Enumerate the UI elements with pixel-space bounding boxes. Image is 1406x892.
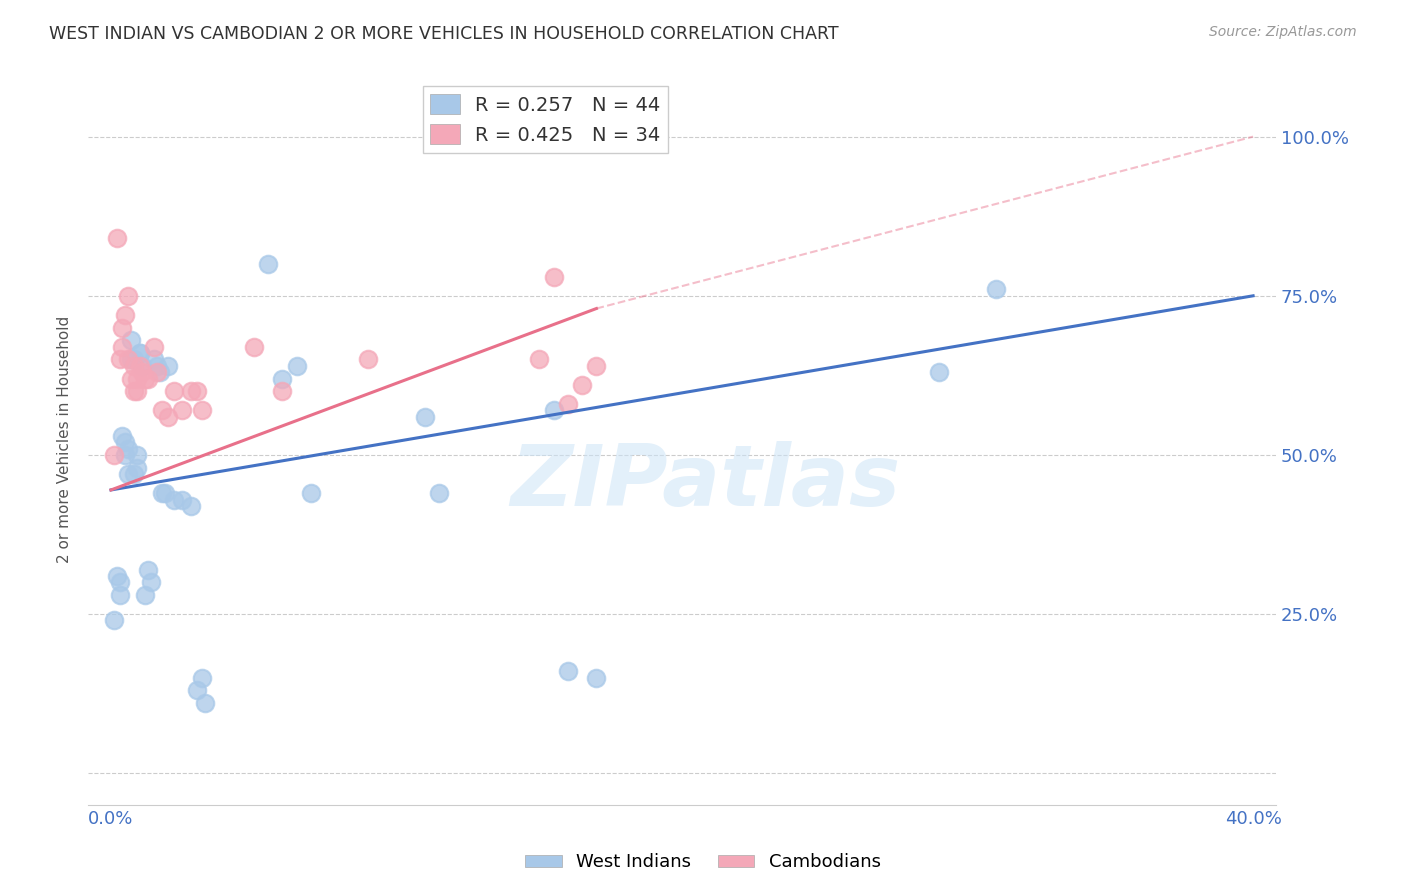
Point <box>117 467 139 481</box>
Point <box>157 409 180 424</box>
Point <box>105 569 128 583</box>
Point <box>163 492 186 507</box>
Legend: R = 0.257   N = 44, R = 0.425   N = 34: R = 0.257 N = 44, R = 0.425 N = 34 <box>423 87 668 153</box>
Point <box>125 384 148 399</box>
Point <box>122 359 145 373</box>
Point <box>108 352 131 367</box>
Point <box>125 371 148 385</box>
Point <box>145 365 167 379</box>
Point <box>136 371 159 385</box>
Point <box>136 562 159 576</box>
Point <box>299 486 322 500</box>
Point <box>984 282 1007 296</box>
Text: WEST INDIAN VS CAMBODIAN 2 OR MORE VEHICLES IN HOUSEHOLD CORRELATION CHART: WEST INDIAN VS CAMBODIAN 2 OR MORE VEHIC… <box>49 25 839 43</box>
Point <box>131 359 153 373</box>
Y-axis label: 2 or more Vehicles in Household: 2 or more Vehicles in Household <box>58 316 72 563</box>
Point <box>271 384 294 399</box>
Point <box>543 403 565 417</box>
Point <box>285 359 308 373</box>
Point <box>122 352 145 367</box>
Point <box>125 460 148 475</box>
Point <box>134 588 156 602</box>
Point <box>128 346 150 360</box>
Point <box>150 486 173 500</box>
Point <box>111 320 134 334</box>
Point <box>163 384 186 399</box>
Point <box>122 467 145 481</box>
Point <box>180 384 202 399</box>
Point <box>128 359 150 373</box>
Point <box>120 371 142 385</box>
Point <box>114 448 136 462</box>
Point <box>543 269 565 284</box>
Point <box>557 397 579 411</box>
Point <box>271 371 294 385</box>
Point <box>191 671 214 685</box>
Point <box>585 359 607 373</box>
Point <box>108 588 131 602</box>
Point <box>117 289 139 303</box>
Point <box>928 365 950 379</box>
Point <box>142 352 165 367</box>
Point <box>103 448 125 462</box>
Point <box>257 257 280 271</box>
Point <box>172 492 194 507</box>
Point <box>148 365 170 379</box>
Point <box>145 359 167 373</box>
Point <box>117 352 139 367</box>
Point <box>142 340 165 354</box>
Point <box>155 486 177 500</box>
Point <box>413 409 436 424</box>
Point <box>427 486 450 500</box>
Point <box>105 231 128 245</box>
Point <box>103 614 125 628</box>
Point <box>172 403 194 417</box>
Point <box>529 352 551 367</box>
Point <box>571 378 593 392</box>
Point <box>186 683 208 698</box>
Point <box>122 384 145 399</box>
Point <box>180 499 202 513</box>
Point <box>150 403 173 417</box>
Point <box>120 334 142 348</box>
Point <box>585 671 607 685</box>
Point <box>157 359 180 373</box>
Point <box>139 575 162 590</box>
Point <box>114 435 136 450</box>
Text: ZIPatlas: ZIPatlas <box>510 442 901 524</box>
Point <box>186 384 208 399</box>
Point <box>357 352 380 367</box>
Text: Source: ZipAtlas.com: Source: ZipAtlas.com <box>1209 25 1357 39</box>
Point <box>125 448 148 462</box>
Legend: West Indians, Cambodians: West Indians, Cambodians <box>519 847 887 879</box>
Point <box>120 352 142 367</box>
Point <box>128 346 150 360</box>
Point <box>557 665 579 679</box>
Point <box>111 340 134 354</box>
Point <box>131 365 153 379</box>
Point <box>117 442 139 456</box>
Point <box>114 308 136 322</box>
Point <box>242 340 264 354</box>
Point <box>111 429 134 443</box>
Point <box>108 575 131 590</box>
Point <box>191 403 214 417</box>
Point <box>194 696 217 710</box>
Point <box>134 371 156 385</box>
